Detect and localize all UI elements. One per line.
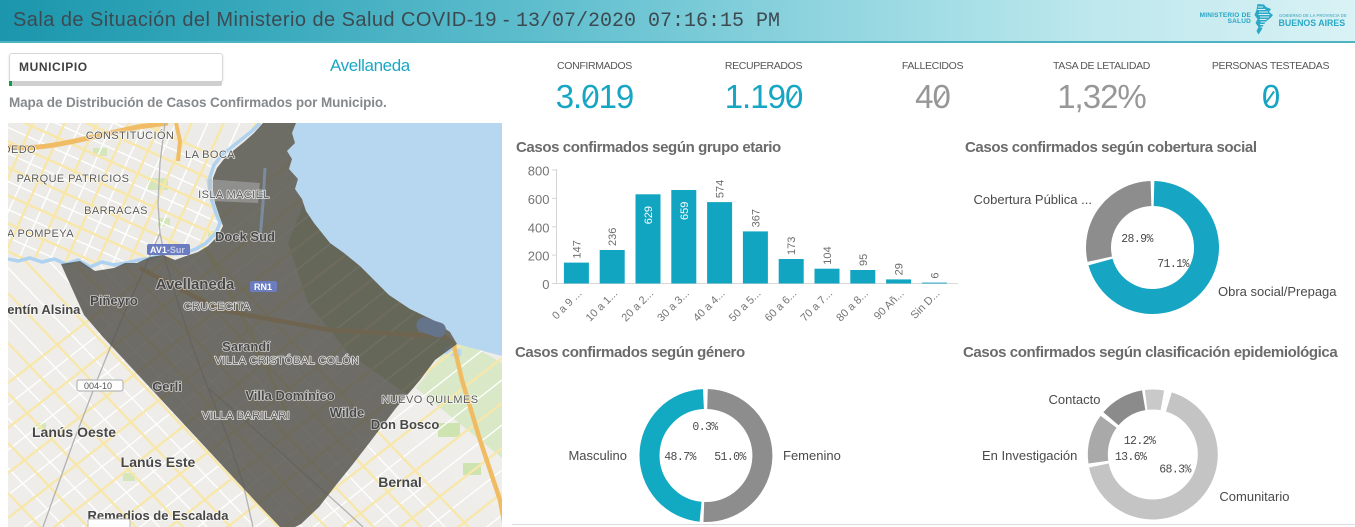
svg-text:Lanús Este: Lanús Este (121, 454, 196, 470)
svg-text:Casos confirmados según grupo: Casos confirmados según grupo etario (516, 139, 781, 156)
svg-text:80 a 8...: 80 a 8... (834, 288, 871, 325)
svg-text:13.6%: 13.6% (1115, 451, 1147, 464)
svg-text:Comunitario: Comunitario (1219, 489, 1289, 504)
svg-text:50 a 5...: 50 a 5... (727, 288, 764, 325)
svg-text:90 Añ...: 90 Añ... (872, 288, 907, 323)
svg-text:10 a 1...: 10 a 1... (584, 288, 621, 325)
svg-text:68.3%: 68.3% (1159, 464, 1191, 477)
svg-text:70 a 7...: 70 a 7... (799, 288, 836, 325)
svg-text:Bernal: Bernal (378, 474, 422, 490)
svg-text:Contacto: Contacto (1048, 392, 1100, 407)
svg-text:CONSTITUCIÓN: CONSTITUCIÓN (86, 129, 175, 142)
svg-text:Dock Sud: Dock Sud (215, 229, 275, 244)
svg-text:40 a 4...: 40 a 4... (691, 288, 728, 325)
svg-text:Casos confirmados según cobert: Casos confirmados según cobertura social (965, 139, 1257, 156)
svg-text:NUEVO QUILMES: NUEVO QUILMES (382, 394, 479, 406)
svg-text:Wilde: Wilde (330, 405, 365, 420)
svg-text:LA BOCA: LA BOCA (185, 149, 235, 161)
svg-text:629: 629 (643, 206, 655, 224)
svg-text:Piñeyro: Piñeyro (90, 293, 138, 308)
svg-text:004-10: 004-10 (84, 381, 112, 391)
svg-text:104: 104 (822, 246, 834, 264)
svg-text:Gerli: Gerli (152, 379, 182, 394)
svg-text:PARQUE PATRICIOS: PARQUE PATRICIOS (17, 173, 130, 185)
svg-text:0 a 9 ...: 0 a 9 ... (550, 288, 584, 322)
svg-text:Sin D...: Sin D... (909, 288, 943, 322)
svg-text:Casos confirmados según clasif: Casos confirmados según clasificación ep… (963, 344, 1338, 361)
svg-text:OEDO: OEDO (8, 144, 36, 156)
svg-text:RN1: RN1 (254, 282, 272, 292)
svg-text:48.7%: 48.7% (664, 451, 696, 464)
svg-text:200: 200 (528, 249, 550, 264)
svg-text:Cobertura Pública ...: Cobertura Pública ... (973, 192, 1092, 207)
svg-text:12.2%: 12.2% (1124, 435, 1156, 448)
svg-text:6: 6 (929, 272, 941, 278)
svg-text:lentín Alsina: lentín Alsina (8, 302, 81, 317)
svg-text:800: 800 (528, 164, 550, 179)
svg-text:Masculino: Masculino (568, 448, 627, 463)
svg-text:147: 147 (571, 240, 583, 258)
svg-text:400: 400 (528, 220, 550, 235)
svg-text:Casos confirmados según género: Casos confirmados según género (515, 344, 745, 361)
svg-text:0: 0 (542, 277, 549, 292)
svg-text:VA POMPEYA: VA POMPEYA (8, 228, 74, 240)
svg-text:29: 29 (894, 263, 906, 275)
svg-text:Don Bosco: Don Bosco (371, 417, 440, 432)
svg-text:Lanús Oeste: Lanús Oeste (32, 424, 116, 440)
svg-text:VILLA CRISTÓBAL COLÓN: VILLA CRISTÓBAL COLÓN (215, 354, 360, 367)
svg-text:51.0%: 51.0% (714, 451, 746, 464)
svg-text:0.3%: 0.3% (692, 421, 718, 434)
svg-text:Avellaneda: Avellaneda (156, 276, 235, 293)
svg-text:AV1-Sur: AV1-Sur (150, 245, 185, 255)
svg-text:20 a 2...: 20 a 2... (620, 288, 657, 325)
svg-text:Obra social/Prepaga: Obra social/Prepaga (1218, 284, 1337, 299)
svg-text:659: 659 (679, 202, 691, 220)
svg-text:Sarandí: Sarandí (222, 339, 270, 354)
svg-text:95: 95 (858, 254, 870, 266)
svg-text:71.1%: 71.1% (1157, 258, 1189, 271)
svg-text:30 a 3...: 30 a 3... (655, 288, 692, 325)
svg-text:Villa Domínico: Villa Domínico (245, 388, 334, 403)
svg-text:28.9%: 28.9% (1121, 233, 1153, 246)
svg-text:236: 236 (607, 228, 619, 246)
svg-text:CRUCECITA: CRUCECITA (184, 301, 251, 313)
svg-text:60 a 6...: 60 a 6... (763, 288, 800, 325)
svg-text:367: 367 (750, 209, 762, 227)
svg-text:Femenino: Femenino (783, 448, 841, 463)
svg-text:574: 574 (715, 180, 727, 198)
svg-text:173: 173 (786, 237, 798, 255)
svg-text:600: 600 (528, 192, 550, 207)
svg-text:BARRACAS: BARRACAS (84, 205, 148, 217)
svg-text:ISLA MACIEL: ISLA MACIEL (198, 189, 270, 201)
svg-text:VILLA BARILARI: VILLA BARILARI (202, 410, 290, 422)
svg-text:En Investigación: En Investigación (982, 448, 1077, 463)
